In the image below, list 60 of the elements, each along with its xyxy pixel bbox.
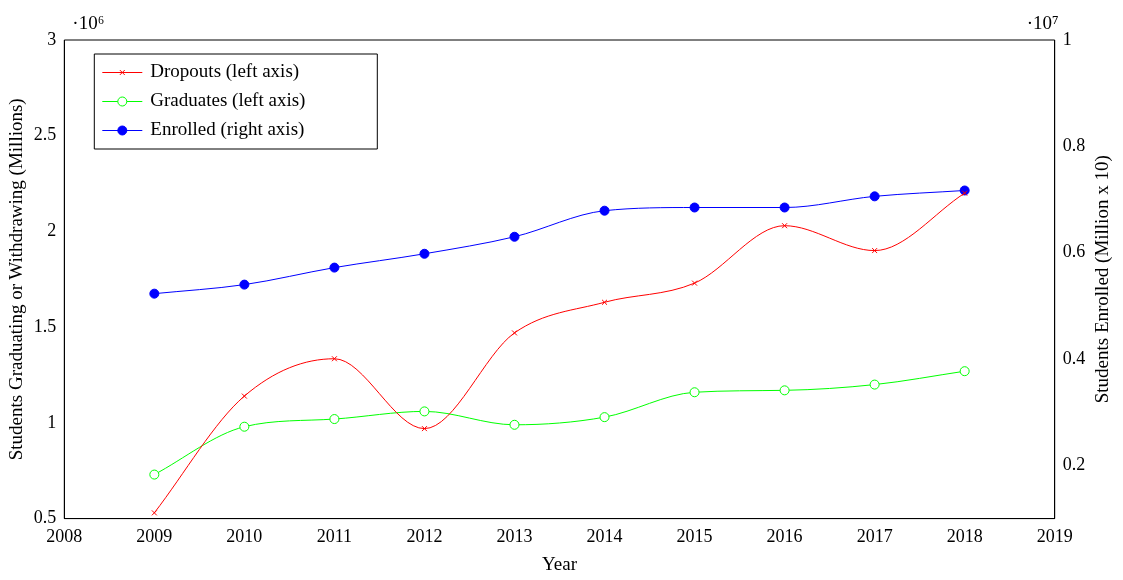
text: ·10⁷ xyxy=(1026,12,1059,34)
x-tick-label: 2016 xyxy=(766,526,803,547)
point xyxy=(239,421,250,432)
point xyxy=(689,202,700,213)
point xyxy=(599,412,610,423)
y-tick-label: 2 xyxy=(47,220,57,241)
point xyxy=(239,279,250,290)
y-axis-title: Students Graduating or Withdrawing (Millions) xyxy=(5,98,28,461)
point xyxy=(689,387,700,398)
point xyxy=(329,414,340,425)
point xyxy=(149,288,160,299)
x-tick-label: 2012 xyxy=(406,526,443,547)
y-tick-label: 1 xyxy=(47,411,57,432)
y2-tick-label: 0.2 xyxy=(1062,454,1086,475)
point xyxy=(599,205,610,216)
point xyxy=(331,355,338,362)
point xyxy=(869,191,880,202)
point xyxy=(241,393,248,400)
x-tick-label: 2008 xyxy=(46,526,83,547)
legend-label: Dropouts (left axis) xyxy=(150,60,300,83)
point xyxy=(329,262,340,273)
point xyxy=(779,202,790,213)
y-tick-label: 2.5 xyxy=(33,124,57,145)
point xyxy=(779,385,790,396)
text: ·10⁶ xyxy=(72,12,105,34)
x-tick-label: 2013 xyxy=(496,526,533,547)
x-tick-label: 2014 xyxy=(586,526,623,547)
y2-tick-label: 0.6 xyxy=(1062,241,1086,262)
y2-axis-title: Students Enrolled (Million x 10) xyxy=(1090,155,1113,404)
point xyxy=(961,190,968,197)
x-axis-title: Year xyxy=(541,552,578,574)
x-tick-label: 2018 xyxy=(946,526,983,547)
y-tick-label: 0.5 xyxy=(33,507,57,528)
point xyxy=(419,248,430,259)
point xyxy=(149,469,160,480)
legend-label: Graduates (left axis) xyxy=(150,89,306,112)
point xyxy=(959,366,970,377)
point xyxy=(601,299,608,306)
legend-label: Enrolled (right axis) xyxy=(150,118,305,141)
x-tick-label: 2017 xyxy=(856,526,893,547)
point xyxy=(781,222,788,229)
x-tick-label: 2011 xyxy=(316,526,353,547)
point xyxy=(151,509,158,516)
x-tick-label: 2010 xyxy=(226,526,263,547)
x-tick-label: 2015 xyxy=(676,526,713,547)
point xyxy=(511,329,518,336)
y2-tick-label: 0.4 xyxy=(1062,347,1086,368)
point xyxy=(419,406,430,417)
point xyxy=(869,379,880,390)
y-tick-label: 3 xyxy=(47,28,57,49)
point xyxy=(509,231,520,242)
y-tick-label: 1.5 xyxy=(33,315,57,336)
x-tick-label: 2019 xyxy=(1036,526,1073,547)
x-tick-label: 2009 xyxy=(136,526,173,547)
point xyxy=(691,280,698,287)
point xyxy=(509,419,520,430)
point xyxy=(421,425,428,432)
point xyxy=(871,247,878,254)
y2-tick-label: 0.8 xyxy=(1062,135,1086,156)
y2-tick-label: 1 xyxy=(1062,28,1072,49)
